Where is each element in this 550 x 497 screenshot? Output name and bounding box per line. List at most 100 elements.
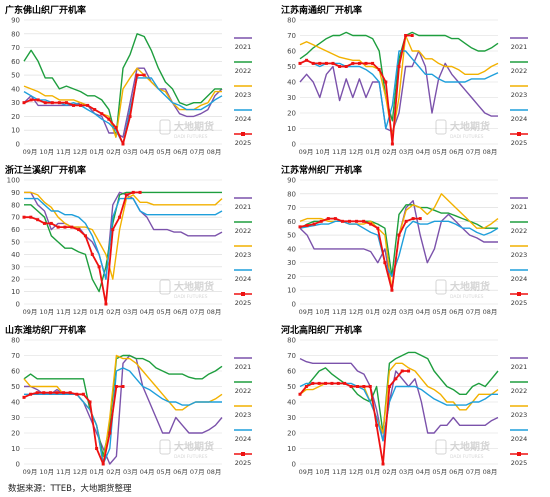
data-point — [362, 385, 366, 388]
x-tick-label: 12月 — [73, 148, 88, 156]
x-tick-label: 10月 — [39, 148, 54, 156]
x-tick-label: 05月 — [432, 468, 447, 476]
x-tick-label: 08月 — [483, 148, 498, 156]
watermark-logo-icon — [159, 279, 171, 295]
watermark-sub: DADI FUTURES — [174, 294, 208, 300]
x-tick-label: 04月 — [416, 308, 431, 316]
y-tick-label: 60 — [11, 226, 20, 234]
y-tick-label: 40 — [11, 251, 20, 259]
data-point — [371, 61, 375, 65]
y-tick-label: 60 — [287, 218, 296, 226]
series-line — [24, 191, 222, 293]
data-point — [333, 217, 337, 221]
x-tick-label: 04月 — [140, 308, 155, 316]
data-point — [95, 447, 99, 450]
data-point — [375, 423, 379, 427]
x-tick-label: 03月 — [399, 468, 414, 476]
chart-title: 山东潍坊织厂开机率 — [5, 326, 87, 336]
x-tick-label: 04月 — [140, 468, 155, 476]
series-2021 — [299, 50, 498, 133]
series-2025 — [298, 369, 411, 466]
data-point — [62, 391, 66, 395]
data-point — [57, 101, 61, 105]
data-point — [90, 252, 94, 256]
chart-title: 浙江兰溪织厂开机率 — [5, 166, 87, 176]
legend-label: 2024 — [511, 435, 528, 443]
watermark-logo-icon — [435, 279, 447, 295]
data-point — [48, 391, 52, 395]
legend-label: 2023 — [511, 251, 528, 259]
legend-marker — [241, 132, 245, 136]
legend-label: 2022 — [235, 67, 252, 75]
data-point — [111, 228, 115, 232]
watermark-logo-icon — [435, 119, 447, 135]
x-tick-label: 12月 — [349, 468, 364, 476]
chart-title: 江苏常州织厂开机率 — [281, 166, 363, 176]
data-point — [56, 225, 60, 229]
data-point — [418, 217, 422, 221]
series-2024 — [24, 367, 222, 465]
series-2021 — [24, 354, 223, 465]
x-tick-label: 03月 — [123, 308, 138, 316]
data-point — [311, 381, 315, 385]
y-tick-label: 20 — [11, 430, 20, 438]
legend-label: 2023 — [511, 411, 528, 419]
x-tick-label: 10月 — [315, 468, 330, 476]
series-2022 — [24, 191, 222, 293]
series-2021 — [23, 67, 223, 138]
data-point — [121, 385, 125, 388]
y-tick-label: 10 — [287, 287, 296, 295]
data-point — [29, 392, 33, 396]
y-tick-label: 0 — [16, 461, 20, 469]
x-tick-label: 11月 — [56, 468, 71, 476]
y-tick-label: 70 — [287, 204, 296, 212]
legend-label: 2024 — [235, 275, 252, 283]
y-tick-label: 80 — [287, 190, 296, 198]
x-tick-label: 12月 — [73, 308, 88, 316]
data-point — [407, 369, 411, 373]
data-point — [131, 190, 135, 194]
data-point — [317, 381, 321, 385]
watermark-sub: DADI FUTURES — [174, 454, 208, 460]
x-tick-label: 01月 — [90, 148, 105, 156]
data-point — [77, 228, 81, 232]
data-point — [304, 385, 308, 388]
legend: 2021 2022 2023 2024 2025 — [510, 197, 528, 307]
data-point — [400, 369, 404, 373]
x-tick-label: 02月 — [106, 468, 121, 476]
x-tick-label: 05月 — [432, 148, 447, 156]
data-point — [324, 61, 328, 65]
y-tick-label: 60 — [287, 48, 296, 56]
series-line — [299, 351, 499, 434]
x-tick-label: 05月 — [156, 148, 171, 156]
x-tick-label: 01月 — [366, 308, 381, 316]
series-line — [23, 385, 123, 465]
chart-svg: 0 10 20 30 40 50 60 70 80 90 100 09月 10月 11月 12月 01月 02月… — [7, 177, 252, 316]
y-tick-label: 20 — [287, 110, 296, 118]
x-tick-label: 09月 — [23, 148, 38, 156]
x-tick-label: 04月 — [140, 148, 155, 156]
y-tick-label: 20 — [287, 430, 296, 438]
y-tick-label: 20 — [11, 113, 20, 121]
legend-label: 2025 — [511, 139, 528, 147]
series-line — [23, 33, 222, 138]
x-tick-label: 09月 — [23, 468, 38, 476]
legend-label: 2022 — [235, 227, 252, 235]
data-point — [72, 103, 75, 107]
data-point — [88, 400, 92, 404]
y-tick-label: 80 — [11, 30, 20, 38]
x-tick-label: 07月 — [466, 308, 481, 316]
data-point — [114, 385, 118, 388]
data-point — [108, 431, 112, 435]
x-tick-label: 08月 — [483, 308, 498, 316]
x-tick-label: 09月 — [299, 308, 314, 316]
legend-label: 2022 — [511, 387, 528, 395]
legend-marker — [517, 292, 521, 296]
y-tick-label: 30 — [287, 94, 296, 102]
data-point — [55, 391, 59, 395]
series-line — [299, 217, 421, 292]
x-tick-label: 06月 — [449, 468, 464, 476]
data-point — [357, 61, 361, 65]
series-2025 — [22, 385, 125, 466]
watermark-name: 大地期货 — [450, 280, 490, 293]
